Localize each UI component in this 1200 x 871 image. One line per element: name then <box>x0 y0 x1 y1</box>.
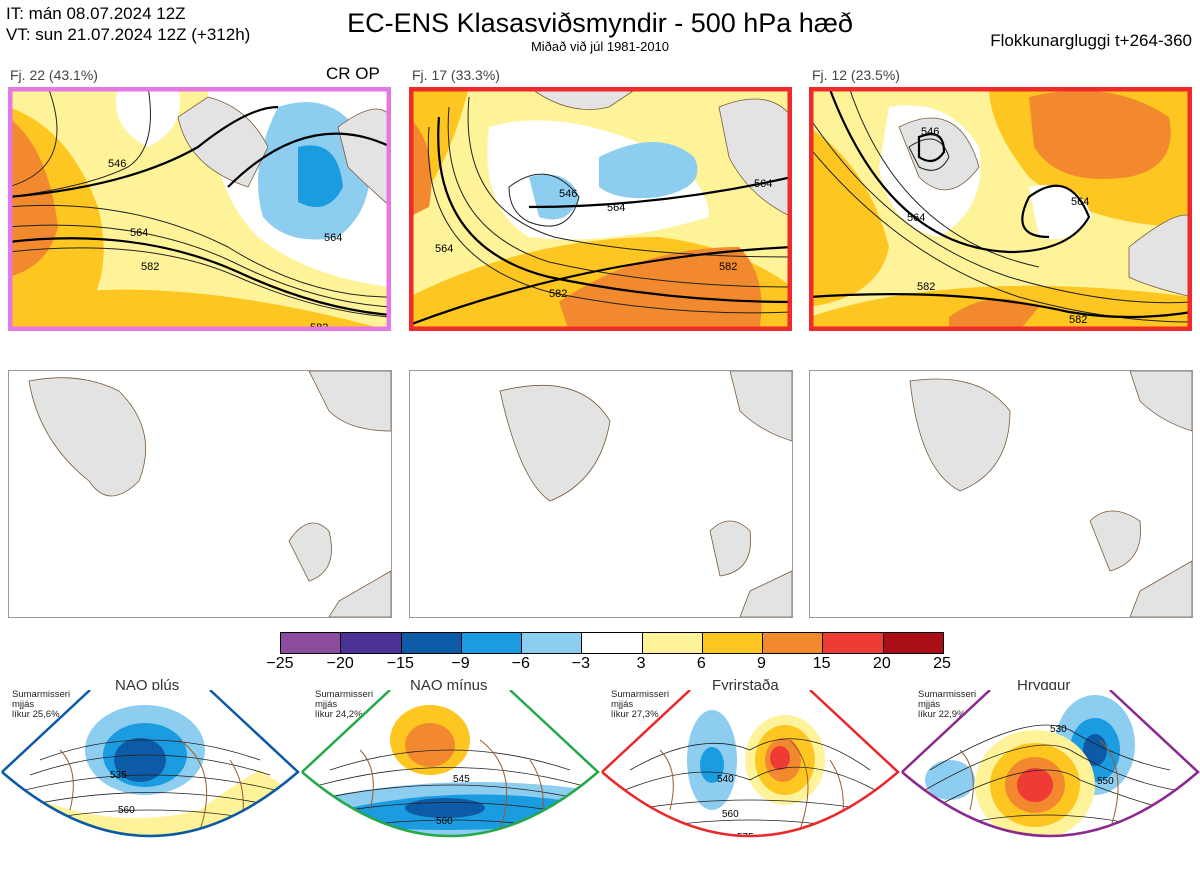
empty-map-1 <box>8 370 392 618</box>
colorbar <box>280 632 944 654</box>
contour-label: 564 <box>907 212 925 224</box>
svg-text:540: 540 <box>717 774 734 785</box>
colorbar-tick-label: −25 <box>266 655 294 672</box>
cluster-2-label: Fj. 17 (33.3%) <box>412 67 500 83</box>
regime-1-desc: Sumarmisseri mjjás líkur 25,6% <box>12 689 71 720</box>
colorbar-segment <box>581 633 642 653</box>
empty-map-3 <box>809 370 1193 618</box>
svg-text:560: 560 <box>436 816 453 827</box>
svg-text:560: 560 <box>118 805 135 816</box>
colorbar-tick-label: −20 <box>326 655 354 672</box>
regime-2-title: NAO mínus <box>410 677 488 694</box>
svg-text:575: 575 <box>1092 838 1109 849</box>
colorbar-tick-label: 3 <box>636 655 646 672</box>
regime-maps[interactable]: 535 560 545 560 575 540 <box>0 690 1200 871</box>
contour-label: 564 <box>435 243 453 255</box>
cluster-1-tag: CR OP <box>326 64 380 83</box>
svg-text:545: 545 <box>453 774 470 785</box>
regime-4-title: Hryggur <box>1017 677 1071 694</box>
regime-4-desc: Sumarmisseri mjjás líkur 22,9% <box>918 689 977 720</box>
colorbar-segment <box>340 633 401 653</box>
colorbar-tick-label: −6 <box>511 655 530 672</box>
empty-map-2 <box>409 370 793 618</box>
svg-text:575: 575 <box>737 832 754 843</box>
cluster-map-1[interactable]: 546 564 582 564 582 <box>8 87 391 331</box>
regime-map-nao-minus: 545 560 575 <box>302 690 598 860</box>
colorbar-segment <box>400 633 461 653</box>
contour-label: 564 <box>607 202 625 214</box>
colorbar-tick-label: −15 <box>386 655 414 672</box>
colorbar-segment <box>822 633 883 653</box>
regime-map-blocking: 540 560 575 <box>602 690 898 843</box>
colorbar-tick-label: 9 <box>757 655 766 672</box>
page-title: EC-ENS Klasasviðsmyndir - 500 hPa hæð <box>347 8 853 38</box>
contour-label: 564 <box>130 227 148 239</box>
contour-label: 582 <box>917 281 935 293</box>
regime-3-title: Fyrirstaða <box>712 677 779 694</box>
svg-text:560: 560 <box>722 809 739 820</box>
classification-window: Flokkunargluggi t+264-360 <box>990 31 1192 50</box>
svg-text:535: 535 <box>110 770 127 781</box>
colorbar-tick-label: 20 <box>872 655 891 672</box>
regime-1-title: NAO plús <box>115 677 180 694</box>
colorbar-segment <box>701 633 763 653</box>
valid-time: VT: sun 21.07.2024 12Z (+312h) <box>6 25 251 44</box>
colorbar-tick-label: 15 <box>812 655 831 672</box>
contour-label: 564 <box>324 232 342 244</box>
regime-2-desc: Sumarmisseri mjjás líkur 24,2% <box>315 689 374 720</box>
colorbar-segment <box>762 633 823 653</box>
colorbar-segment <box>281 633 341 653</box>
contour-label: 582 <box>1069 314 1087 326</box>
colorbar-tick-label: 25 <box>933 655 951 672</box>
svg-text:575: 575 <box>447 849 464 860</box>
colorbar-segment <box>460 633 522 653</box>
colorbar-segment <box>641 633 702 653</box>
regime-map-ridge: 530 550 575 <box>902 690 1198 849</box>
contour-label: 546 <box>559 188 577 200</box>
run-info: IT: mán 08.07.2024 12Z VT: sun 21.07.202… <box>6 3 250 45</box>
colorbar-tick-label: 6 <box>696 655 706 672</box>
regime-map-nao-plus: 535 560 <box>2 690 298 836</box>
colorbar-tick-label: −9 <box>451 655 470 672</box>
cluster-3-label: Fj. 12 (23.5%) <box>812 67 900 83</box>
regime-3-desc: Sumarmisseri mjjás líkur 27,3% <box>611 689 670 720</box>
contour-label: 546 <box>108 158 126 170</box>
contour-label: 564 <box>754 178 772 190</box>
contour-label: 582 <box>719 261 737 273</box>
svg-text:530: 530 <box>1050 724 1067 735</box>
colorbar-tick-label: −3 <box>571 655 591 672</box>
colorbar-segment <box>882 633 943 653</box>
contour-label: 582 <box>141 261 159 273</box>
cluster-map-2[interactable]: 546 564 564 582 582 564 <box>409 87 792 331</box>
init-time: IT: mán 08.07.2024 12Z <box>6 4 186 23</box>
cluster-1-label: Fj. 22 (43.1%) <box>10 67 98 83</box>
contour-label: 564 <box>1071 196 1089 208</box>
contour-label: 582 <box>549 288 567 300</box>
colorbar-segment <box>521 633 582 653</box>
page-subtitle: Miðað við júl 1981-2010 <box>530 39 670 54</box>
contour-label: 546 <box>921 126 939 138</box>
cluster-map-3[interactable]: 546 564 564 582 582 <box>809 87 1192 331</box>
svg-text:550: 550 <box>1097 776 1114 787</box>
